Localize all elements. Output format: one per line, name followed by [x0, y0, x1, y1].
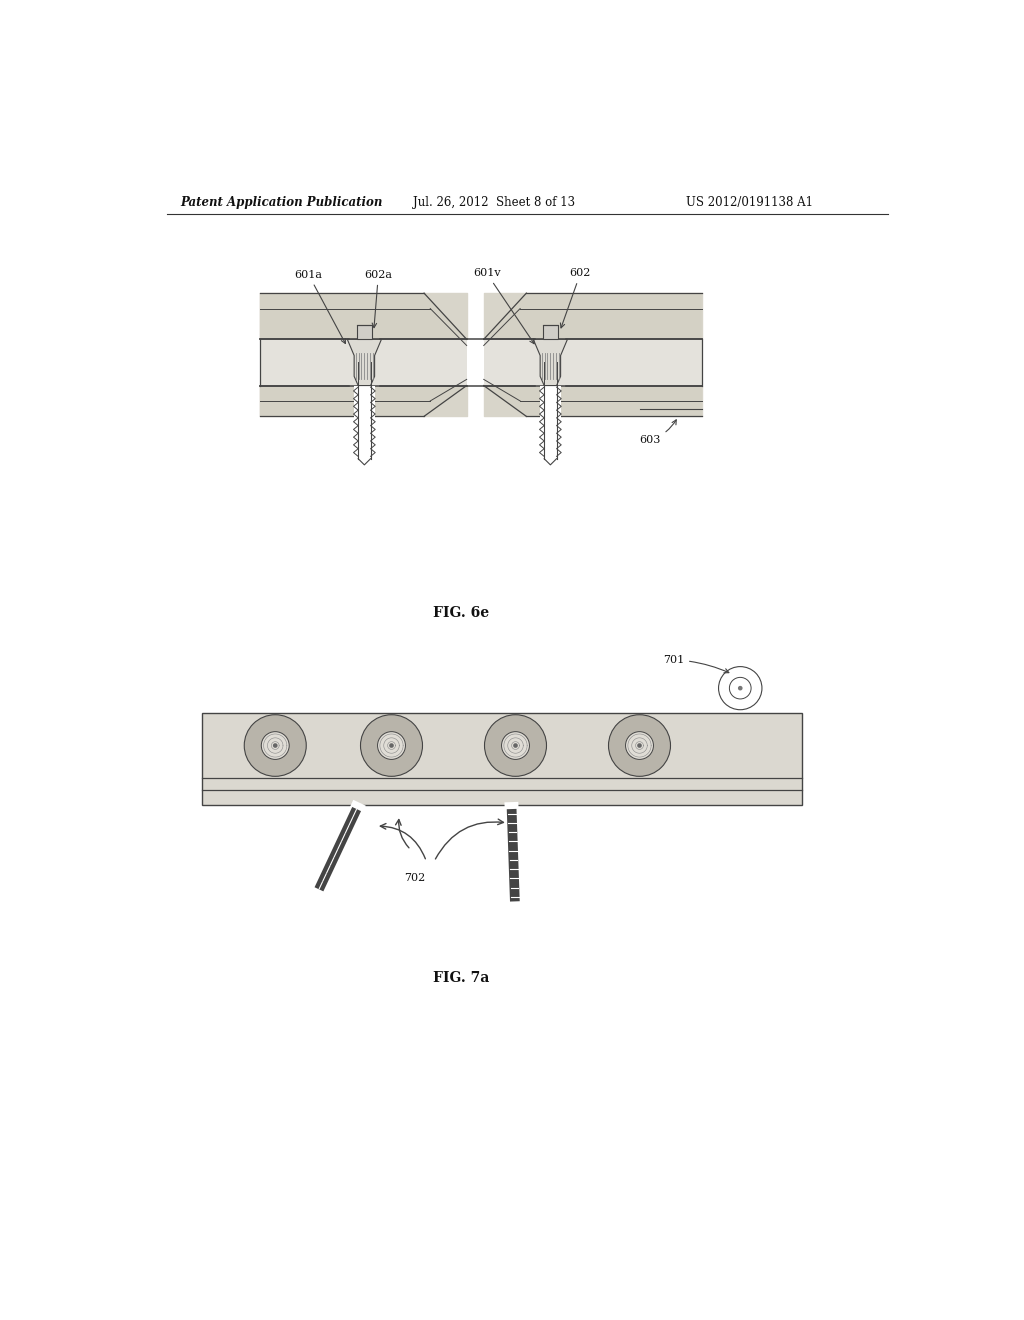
Bar — [540, 385, 561, 459]
Text: 702: 702 — [404, 874, 425, 883]
Polygon shape — [483, 293, 701, 339]
Polygon shape — [347, 339, 381, 385]
Text: 601v: 601v — [473, 268, 535, 343]
Bar — [353, 385, 375, 459]
Circle shape — [261, 731, 289, 759]
Polygon shape — [260, 385, 467, 416]
Text: 602a: 602a — [365, 269, 392, 327]
Polygon shape — [534, 339, 567, 385]
Text: FIG. 6e: FIG. 6e — [433, 606, 489, 619]
Text: 601a: 601a — [295, 269, 345, 343]
Polygon shape — [260, 293, 467, 339]
Bar — [260, 339, 467, 385]
Text: FIG. 7a: FIG. 7a — [433, 972, 489, 986]
Circle shape — [389, 743, 394, 748]
Circle shape — [719, 667, 762, 710]
Text: 603: 603 — [640, 420, 676, 445]
Circle shape — [637, 743, 642, 748]
Text: Patent Application Publication: Patent Application Publication — [180, 195, 383, 209]
Circle shape — [608, 714, 671, 776]
Bar — [543, 326, 558, 339]
Circle shape — [273, 743, 278, 748]
Text: 602: 602 — [560, 268, 591, 327]
Circle shape — [484, 714, 547, 776]
Circle shape — [738, 686, 742, 690]
Circle shape — [729, 677, 751, 700]
Circle shape — [378, 731, 406, 759]
Polygon shape — [483, 385, 701, 416]
Circle shape — [360, 714, 423, 776]
Text: US 2012/0191138 A1: US 2012/0191138 A1 — [686, 195, 813, 209]
Circle shape — [626, 731, 653, 759]
Circle shape — [245, 714, 306, 776]
Bar — [483, 339, 701, 385]
Bar — [202, 713, 802, 805]
Circle shape — [502, 731, 529, 759]
Bar — [356, 326, 372, 339]
Text: Jul. 26, 2012  Sheet 8 of 13: Jul. 26, 2012 Sheet 8 of 13 — [414, 195, 575, 209]
Circle shape — [513, 743, 518, 748]
Text: 701: 701 — [663, 655, 729, 673]
